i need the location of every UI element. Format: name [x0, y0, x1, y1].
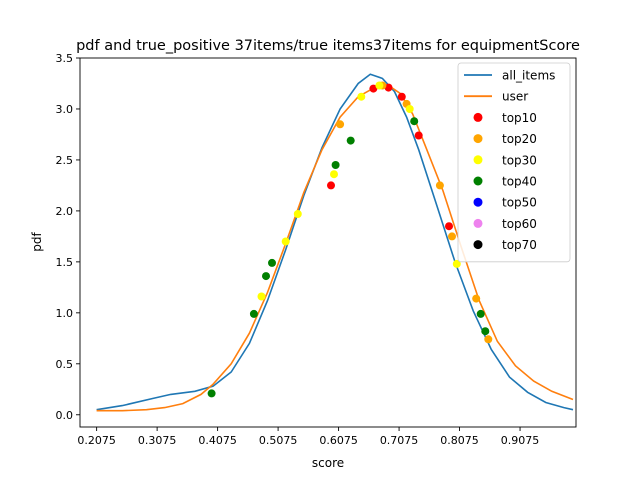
point-top20-5 — [472, 294, 481, 303]
x-tick-label-5: 0.7075 — [380, 434, 419, 447]
legend-top50-swatch — [473, 197, 483, 207]
point-top30-6 — [405, 105, 414, 113]
legend-top30-swatch — [473, 155, 483, 165]
point-top30-7 — [452, 259, 461, 268]
y-tick-label-5: 2.5 — [56, 154, 74, 167]
x-tick-label-6: 0.8075 — [440, 434, 479, 447]
y-tick-label-1: 0.5 — [56, 358, 74, 371]
point-top40-1 — [249, 309, 258, 318]
legend-top40-swatch — [473, 176, 483, 186]
point-top40-3 — [268, 258, 276, 267]
point-top40-4 — [331, 161, 340, 169]
legend-top60-label: top60 — [502, 217, 537, 231]
x-tick-label-0: 0.2075 — [77, 434, 116, 447]
point-top30-1 — [281, 237, 290, 246]
point-top20-6 — [484, 335, 493, 344]
point-top20-4 — [448, 232, 456, 241]
x-tick-label-4: 0.6075 — [319, 434, 358, 447]
point-top30-0 — [257, 292, 266, 301]
x-tick-label-2: 0.4075 — [198, 434, 237, 447]
line-user — [96, 84, 574, 412]
line-all-items — [96, 73, 574, 411]
point-top10-0 — [327, 181, 335, 190]
chart-title: pdf and true_positive 37items/true items… — [76, 38, 580, 54]
legend-top40-label: top40 — [502, 175, 537, 189]
point-top20-0 — [336, 120, 345, 129]
y-tick-label-7: 3.5 — [56, 52, 74, 65]
y-tick-label-6: 3.0 — [56, 103, 74, 116]
legend-user-label: user — [502, 90, 528, 104]
point-top10-3 — [397, 92, 406, 101]
point-top30-5 — [375, 81, 384, 90]
legend-top20-label: top20 — [502, 132, 537, 146]
point-top20-3 — [435, 181, 444, 190]
y-tick-label-3: 1.5 — [56, 256, 74, 269]
legend-top70-swatch — [473, 240, 483, 250]
point-top10-4 — [414, 131, 423, 140]
plot-area: 0.2075 0.3075 0.4075 0.5075 0.6075 0.7075 0.80… — [56, 52, 577, 447]
point-top40-8 — [481, 327, 490, 336]
legend-top10-label: top10 — [502, 111, 537, 125]
axes-frame — [79, 57, 577, 428]
point-top10-5 — [445, 222, 453, 231]
point-top40-2 — [262, 272, 270, 281]
y-tick-label-4: 2.0 — [56, 205, 74, 218]
point-top40-5 — [346, 136, 355, 145]
x-tick-label-7: 0.9075 — [501, 434, 540, 447]
point-top30-3 — [330, 170, 338, 179]
point-top30-2 — [293, 210, 302, 218]
x-tick-label-1: 0.3075 — [138, 434, 177, 447]
legend-top50-label: top50 — [502, 196, 537, 210]
point-top40-0 — [207, 389, 216, 398]
legend-box — [457, 62, 571, 263]
legend-top30-label: top30 — [502, 153, 537, 167]
y-tick-label-0: 0.0 — [56, 409, 74, 422]
x-tick-label-3: 0.5075 — [259, 434, 298, 447]
y-axis-label: pdf — [30, 232, 44, 252]
legend-top70-label: top70 — [502, 238, 537, 252]
legend-top10-swatch — [473, 112, 483, 122]
x-axis-label: score — [312, 456, 344, 470]
point-top10-1 — [369, 84, 378, 93]
legend-top20-swatch — [473, 134, 483, 144]
point-top30-4 — [357, 92, 366, 101]
legend-all-items-label: all_items — [502, 69, 555, 83]
point-top40-6 — [410, 117, 419, 126]
point-top40-7 — [476, 309, 485, 318]
y-tick-label-2: 1.0 — [56, 307, 74, 320]
legend-top60-swatch — [473, 218, 483, 228]
point-top10-2 — [384, 83, 393, 92]
